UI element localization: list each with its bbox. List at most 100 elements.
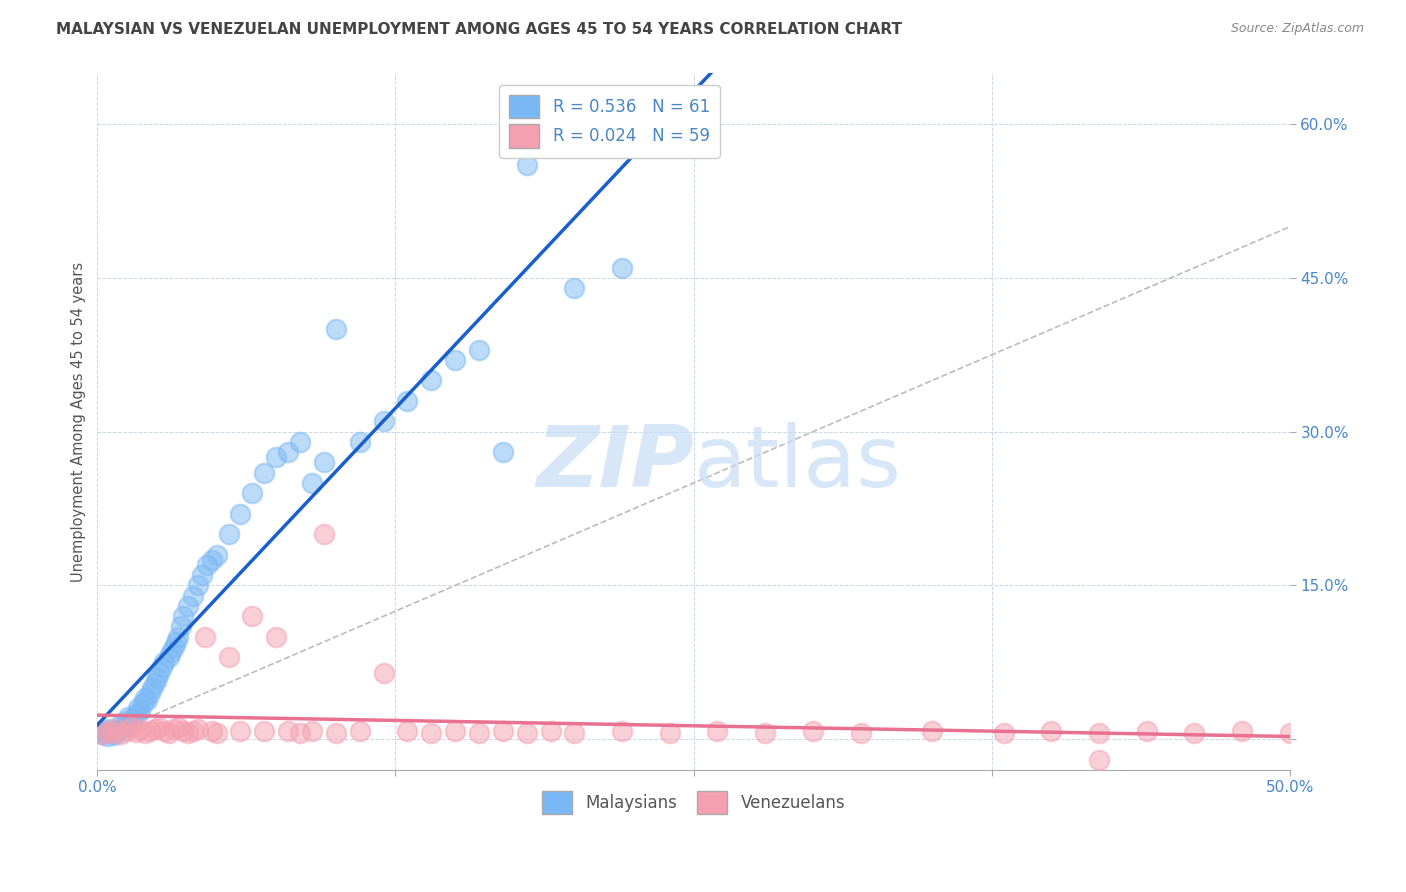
Point — [153, 656, 176, 670]
Point — [277, 445, 299, 459]
Point — [124, 706, 146, 721]
Point — [115, 714, 138, 728]
Point — [301, 724, 323, 739]
Point — [1232, 724, 1254, 739]
Point — [229, 724, 252, 739]
Point — [277, 724, 299, 739]
Point — [96, 729, 118, 743]
Point — [186, 722, 208, 736]
Point — [706, 724, 728, 739]
Point — [205, 548, 228, 562]
Point — [91, 727, 114, 741]
Point — [754, 726, 776, 740]
Point — [201, 724, 224, 739]
Point — [129, 722, 152, 736]
Point — [325, 726, 347, 740]
Point — [921, 724, 943, 739]
Point — [160, 645, 183, 659]
Point — [468, 726, 491, 740]
Point — [100, 726, 122, 740]
Point — [136, 693, 159, 707]
Point — [516, 726, 538, 740]
Point — [110, 727, 132, 741]
Point — [134, 726, 156, 740]
Point — [201, 553, 224, 567]
Point — [993, 726, 1015, 740]
Point — [139, 724, 162, 739]
Point — [253, 466, 276, 480]
Point — [100, 726, 122, 740]
Point — [186, 578, 208, 592]
Legend: Malaysians, Venezuelans: Malaysians, Venezuelans — [531, 780, 855, 824]
Point — [301, 475, 323, 490]
Point — [115, 724, 138, 739]
Point — [167, 630, 190, 644]
Point — [96, 724, 118, 739]
Point — [108, 723, 131, 737]
Point — [141, 681, 163, 695]
Point — [373, 665, 395, 680]
Point — [288, 435, 311, 450]
Point — [191, 568, 214, 582]
Point — [143, 722, 166, 736]
Point — [143, 676, 166, 690]
Point — [157, 726, 180, 740]
Point — [148, 665, 170, 680]
Point — [131, 697, 153, 711]
Point — [181, 724, 204, 739]
Point — [105, 725, 128, 739]
Point — [516, 158, 538, 172]
Point — [194, 630, 217, 644]
Point — [312, 527, 335, 541]
Point — [91, 727, 114, 741]
Point — [288, 726, 311, 740]
Point — [181, 589, 204, 603]
Point — [229, 507, 252, 521]
Point — [349, 724, 371, 739]
Point — [444, 353, 467, 368]
Point — [163, 640, 186, 654]
Point — [146, 671, 169, 685]
Point — [312, 455, 335, 469]
Point — [242, 609, 264, 624]
Point — [610, 724, 633, 739]
Point — [177, 599, 200, 613]
Point — [172, 609, 194, 624]
Point — [124, 725, 146, 739]
Point — [564, 281, 586, 295]
Point — [177, 726, 200, 740]
Point — [98, 722, 121, 736]
Point — [349, 435, 371, 450]
Point — [205, 726, 228, 740]
Point — [117, 709, 139, 723]
Point — [122, 712, 145, 726]
Point — [658, 726, 681, 740]
Point — [127, 701, 149, 715]
Point — [492, 724, 515, 739]
Point — [325, 322, 347, 336]
Point — [120, 720, 142, 734]
Point — [264, 630, 287, 644]
Point — [540, 724, 562, 739]
Point — [253, 724, 276, 739]
Point — [134, 691, 156, 706]
Point — [1040, 724, 1063, 739]
Point — [396, 724, 419, 739]
Text: atlas: atlas — [693, 422, 901, 505]
Point — [468, 343, 491, 357]
Point — [1184, 726, 1206, 740]
Point — [93, 724, 115, 739]
Point — [242, 486, 264, 500]
Point — [492, 445, 515, 459]
Point — [218, 650, 240, 665]
Point — [195, 558, 218, 572]
Point — [172, 724, 194, 739]
Point — [110, 717, 132, 731]
Point — [120, 715, 142, 730]
Point — [396, 394, 419, 409]
Point — [801, 724, 824, 739]
Point — [112, 720, 135, 734]
Point — [105, 722, 128, 736]
Point — [153, 724, 176, 739]
Point — [218, 527, 240, 541]
